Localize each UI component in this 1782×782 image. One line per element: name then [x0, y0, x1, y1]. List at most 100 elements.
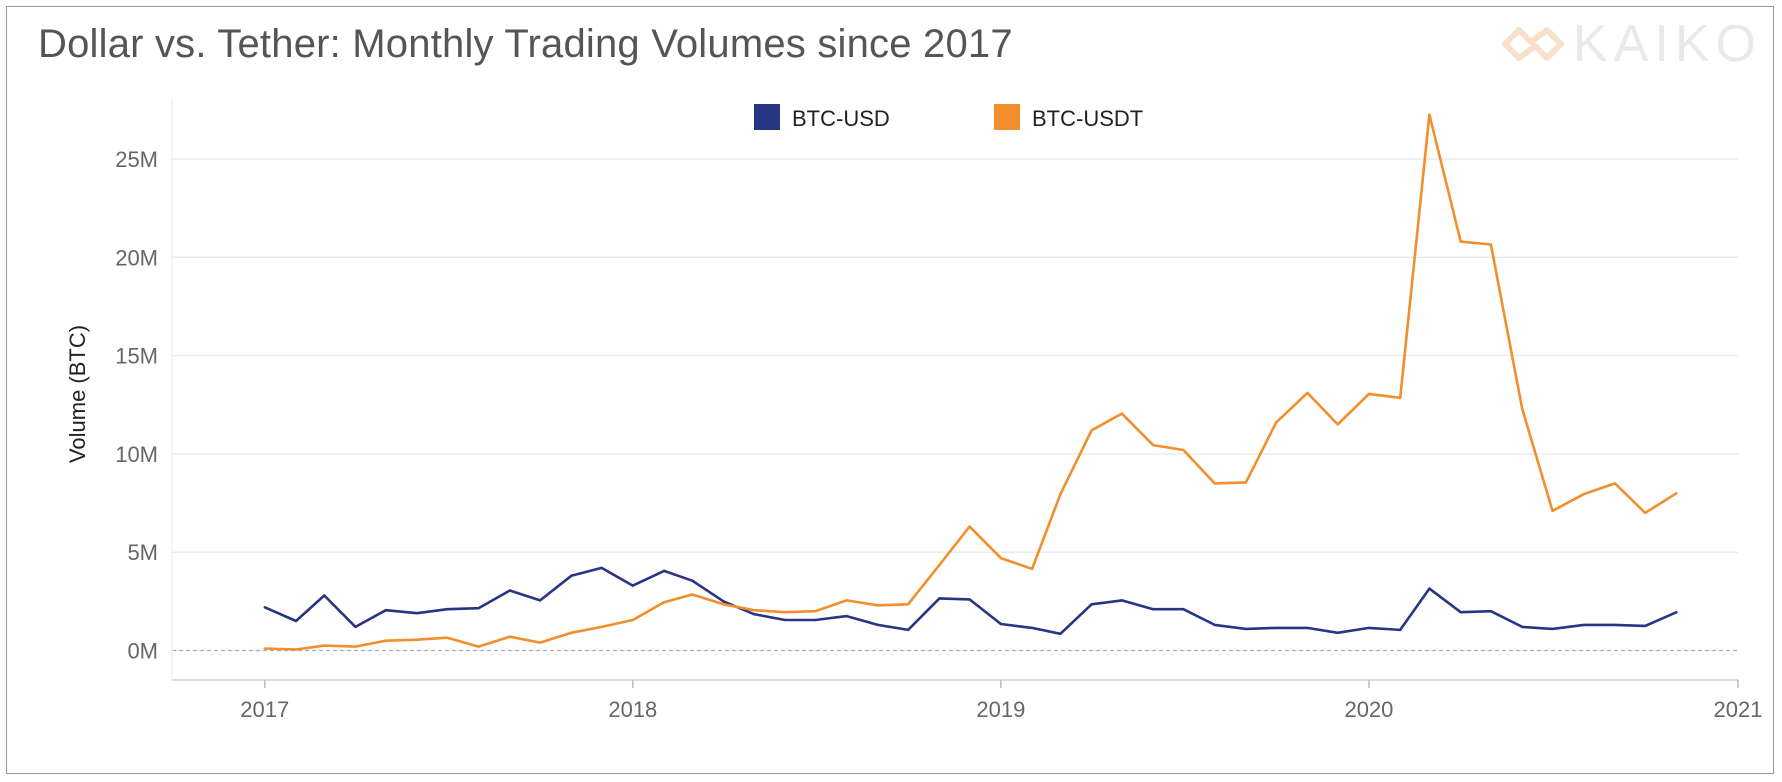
data-point	[783, 618, 787, 622]
y-tick-label: 5M	[127, 540, 158, 565]
data-point	[876, 604, 880, 607]
data-point	[845, 599, 848, 602]
series-lines	[263, 113, 1678, 651]
legend-label: BTC-USDT	[1032, 106, 1143, 131]
legend-swatch	[994, 104, 1020, 130]
data-point	[384, 609, 387, 612]
data-point	[1336, 631, 1339, 635]
data-point	[1398, 628, 1402, 632]
data-point	[1644, 624, 1647, 628]
data-point	[263, 606, 266, 609]
data-point	[570, 631, 573, 635]
data-point	[814, 618, 817, 622]
legend-swatch	[754, 104, 780, 130]
data-point	[1489, 243, 1493, 246]
data-point	[323, 644, 326, 647]
grid-lines	[172, 158, 1738, 652]
data-point	[294, 619, 298, 623]
data-point	[1459, 610, 1462, 614]
x-tick-label: 2021	[1714, 697, 1763, 722]
data-point	[1306, 391, 1309, 395]
data-point	[1306, 626, 1309, 630]
data-point	[600, 566, 603, 570]
y-tick-label: 0M	[127, 639, 158, 664]
data-point	[1151, 443, 1155, 447]
data-point	[1090, 603, 1093, 606]
y-tick-label: 20M	[115, 245, 158, 270]
data-point	[323, 594, 326, 597]
data-point	[722, 603, 725, 606]
data-point	[1213, 623, 1216, 627]
data-point	[538, 641, 542, 644]
data-point	[446, 636, 449, 639]
data-point	[1120, 599, 1124, 602]
y-axis-label: Volume (BTC)	[65, 325, 90, 463]
data-point	[1274, 421, 1278, 424]
data-point	[294, 648, 298, 651]
data-point	[631, 584, 635, 587]
data-point	[1244, 627, 1248, 631]
data-point	[1489, 609, 1493, 613]
data-point	[1151, 608, 1155, 611]
chart-frame	[6, 6, 1774, 774]
x-tick-label: 2019	[976, 697, 1025, 722]
data-point	[1030, 567, 1034, 571]
axes: 0M 5M 10M 15M 20M 25M 2017 2018 2019 2020 2021	[115, 100, 1762, 722]
kaiko-logo-icon	[1502, 27, 1565, 61]
data-point	[415, 611, 419, 615]
data-point	[968, 525, 971, 528]
data-point	[691, 579, 694, 582]
data-point	[906, 603, 910, 606]
kaiko-logo-text: KAIKO	[1573, 15, 1762, 73]
data-point	[570, 574, 573, 577]
data-point	[814, 609, 817, 613]
data-point	[662, 601, 666, 604]
data-point	[999, 556, 1003, 560]
data-point	[906, 628, 910, 632]
data-point	[662, 569, 666, 573]
data-point	[938, 563, 941, 567]
data-point	[752, 609, 756, 612]
series-line-btc-usdt	[264, 113, 1678, 651]
data-point	[1367, 626, 1371, 630]
legend-label: BTC-USD	[792, 106, 890, 131]
data-point	[1675, 610, 1678, 614]
data-point	[999, 622, 1003, 626]
x-tick-label: 2018	[608, 697, 657, 722]
y-tick-label: 10M	[115, 442, 158, 467]
data-point	[1398, 396, 1402, 400]
data-point	[845, 614, 848, 618]
data-point	[1274, 626, 1278, 630]
data-point	[968, 598, 971, 601]
data-point	[1059, 493, 1062, 496]
x-tick-label: 2020	[1344, 697, 1393, 722]
data-point	[1613, 482, 1617, 485]
data-point	[415, 638, 419, 641]
data-point	[1675, 492, 1678, 495]
data-point	[384, 639, 387, 642]
data-point	[876, 623, 880, 627]
data-point	[538, 599, 542, 602]
y-tick-label: 25M	[115, 147, 158, 172]
data-point	[1551, 509, 1554, 513]
data-point	[631, 618, 635, 622]
data-point	[1030, 626, 1034, 630]
data-point	[783, 610, 787, 614]
data-point	[1336, 423, 1339, 426]
data-point	[752, 612, 756, 616]
data-point	[600, 625, 603, 629]
data-point	[477, 607, 480, 610]
chart-title: Dollar vs. Tether: Monthly Trading Volum…	[38, 22, 1013, 66]
data-point	[1090, 429, 1093, 432]
data-point	[1613, 623, 1617, 627]
data-point	[1182, 448, 1185, 452]
data-point	[1582, 493, 1585, 496]
data-point	[1582, 623, 1585, 627]
data-point	[1521, 407, 1524, 410]
data-point	[1213, 482, 1216, 485]
data-point	[938, 597, 941, 600]
data-point	[1059, 632, 1062, 635]
data-point	[508, 635, 512, 638]
data-point	[508, 589, 512, 592]
